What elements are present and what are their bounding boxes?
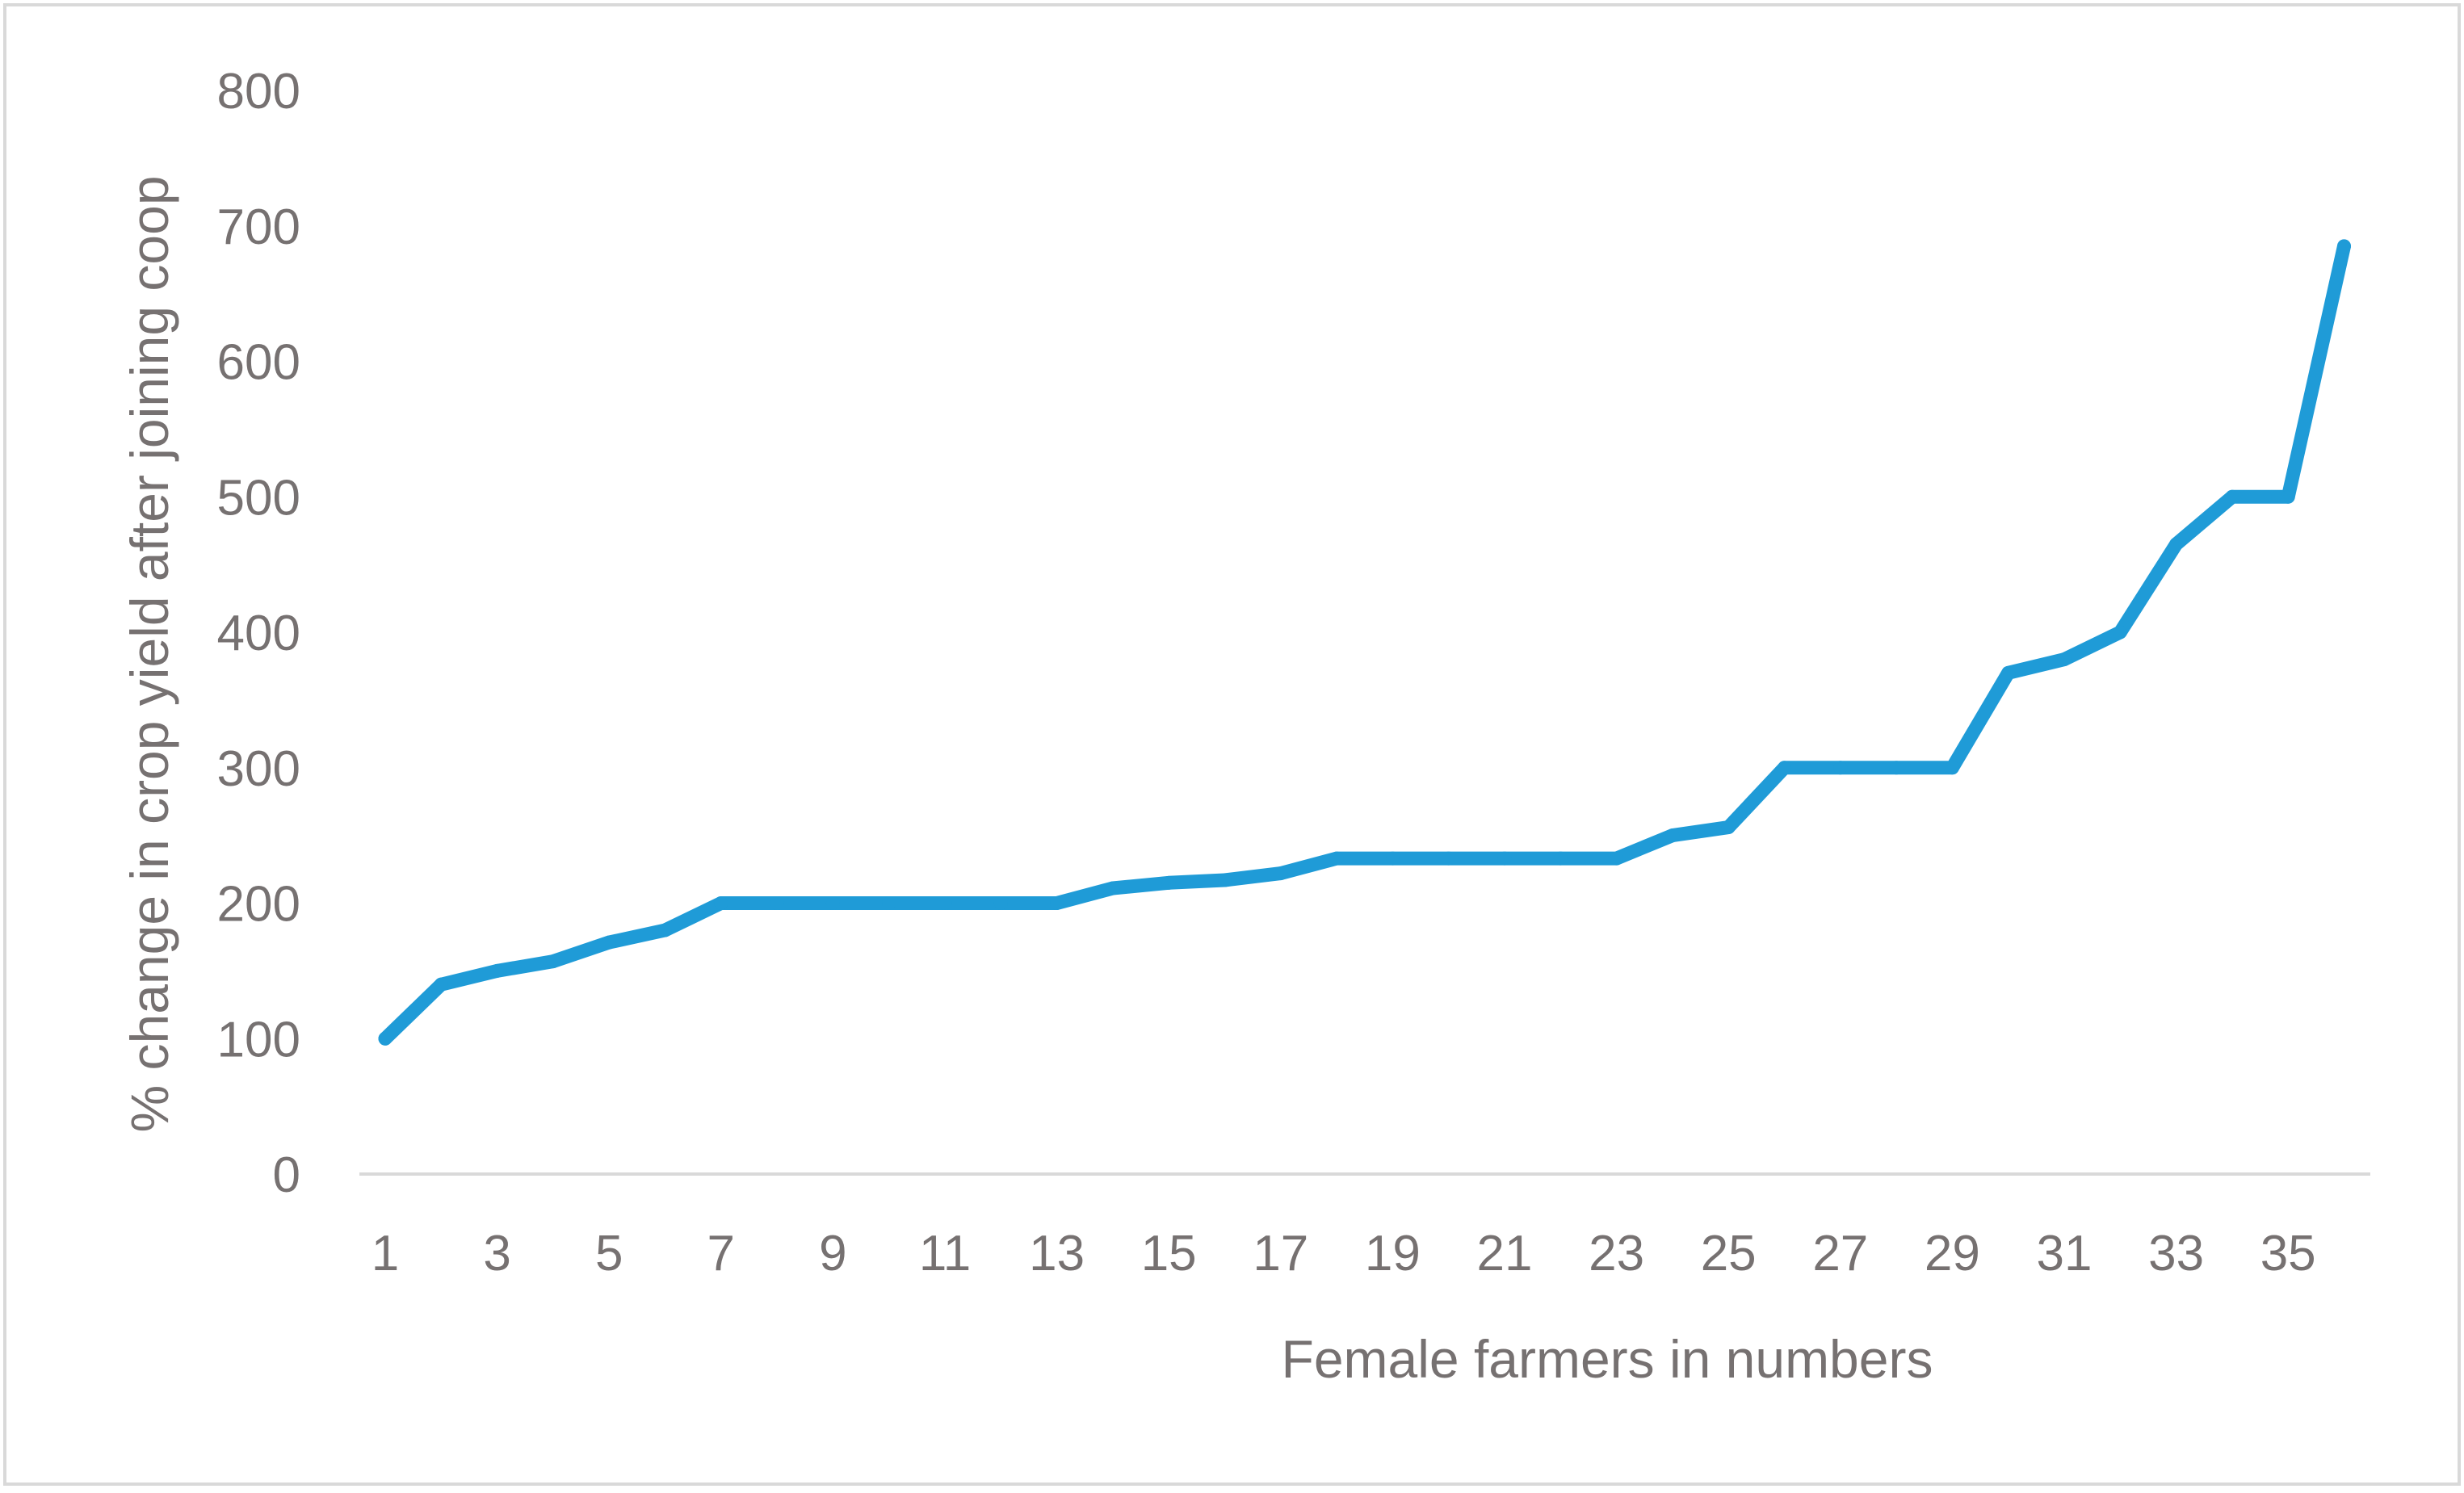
- x-tick-label: 33: [2148, 1226, 2204, 1281]
- chart-border: [3, 3, 2461, 1486]
- data-point: [882, 896, 896, 910]
- x-tick-label: 29: [1925, 1226, 1980, 1281]
- x-tick-label: 9: [819, 1226, 846, 1281]
- data-point: [2337, 239, 2351, 254]
- y-tick-label: 700: [217, 199, 300, 255]
- data-point: [1106, 881, 1120, 895]
- data-point: [1721, 820, 1736, 835]
- data-point: [770, 896, 784, 910]
- data-point: [2169, 537, 2184, 551]
- data-point: [602, 935, 616, 950]
- data-point: [1497, 851, 1512, 866]
- series-line: [378, 239, 2351, 1046]
- x-tick-label: 7: [707, 1226, 735, 1281]
- data-point: [546, 954, 560, 969]
- y-axis-title: % change in crop yield after joining coo…: [120, 175, 179, 1132]
- data-point: [378, 1031, 392, 1046]
- data-point: [825, 896, 840, 910]
- y-tick-label: 400: [217, 606, 300, 661]
- x-axis-tick-labels: 1 3 5 7 9 11 13 15 17 19 21 23 25 27 29 31 33 35: [371, 1226, 2316, 1281]
- x-tick-label: 31: [2037, 1226, 2093, 1281]
- data-point: [2281, 489, 2295, 504]
- data-point: [1665, 828, 1680, 843]
- data-point: [658, 923, 672, 937]
- data-point: [993, 896, 1008, 910]
- x-tick-label: 17: [1253, 1226, 1308, 1281]
- data-point: [1833, 761, 1848, 775]
- data-point: [434, 977, 448, 992]
- data-point: [938, 896, 952, 910]
- data-point: [2113, 625, 2127, 640]
- data-point: [1218, 873, 1232, 887]
- y-tick-label: 500: [217, 470, 300, 526]
- x-tick-label: 1: [371, 1226, 399, 1281]
- x-axis-title: Female farmers in numbers: [1282, 1329, 1933, 1389]
- data-point: [714, 896, 728, 910]
- data-points: [378, 239, 2351, 1046]
- y-tick-label: 200: [217, 877, 300, 933]
- x-tick-label: 25: [1701, 1226, 1757, 1281]
- data-point: [1442, 851, 1456, 866]
- y-tick-label: 300: [217, 741, 300, 797]
- y-tick-label: 600: [217, 335, 300, 391]
- x-tick-label: 35: [2260, 1226, 2316, 1281]
- x-tick-label: 27: [1812, 1226, 1868, 1281]
- x-tick-label: 19: [1365, 1226, 1421, 1281]
- data-point: [1385, 851, 1400, 866]
- data-point: [1778, 761, 1791, 775]
- y-axis-tick-labels: 0 100 200 300 400 500 600 700 800: [217, 64, 300, 1203]
- y-tick-label: 0: [273, 1147, 300, 1203]
- data-point: [1610, 851, 1624, 866]
- data-point: [2057, 652, 2072, 667]
- data-point: [1329, 851, 1344, 866]
- x-tick-label: 11: [919, 1226, 971, 1281]
- y-tick-label: 100: [217, 1012, 300, 1067]
- x-tick-label: 13: [1029, 1226, 1085, 1281]
- data-point: [1050, 896, 1064, 910]
- x-tick-label: 15: [1141, 1226, 1197, 1281]
- x-tick-label: 5: [595, 1226, 623, 1281]
- data-point: [1161, 875, 1176, 890]
- data-point: [1945, 761, 1959, 775]
- data-point: [1889, 761, 1904, 775]
- data-point: [1553, 851, 1568, 866]
- y-tick-label: 800: [217, 64, 300, 120]
- data-point: [2225, 489, 2239, 504]
- x-tick-label: 3: [483, 1226, 510, 1281]
- data-point: [2001, 665, 2016, 680]
- x-tick-label: 21: [1477, 1226, 1533, 1281]
- data-point: [490, 963, 505, 978]
- data-point: [1274, 866, 1288, 881]
- x-tick-label: 23: [1589, 1226, 1644, 1281]
